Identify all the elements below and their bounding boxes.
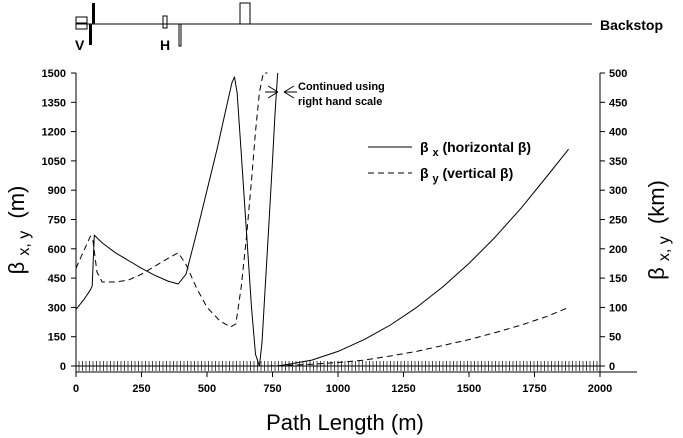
y-right-tick-label: 50: [609, 332, 621, 344]
legend-entry-horizontal: β x (horizontal β): [420, 139, 531, 159]
beamline-label-backstop: Backstop: [600, 17, 663, 33]
y-left-tick-label: 600: [48, 244, 66, 256]
annotation-line-2: right hand scale: [298, 96, 382, 108]
y-left-tick-label: 0: [60, 361, 66, 373]
legend-text-horizontal: (horizontal β): [442, 139, 531, 155]
x-tick-label: 1500: [457, 383, 481, 395]
y-right-tick-label: 350: [609, 156, 627, 168]
x-tick-label: 1750: [522, 383, 546, 395]
legend-symbol-horizontal: β: [420, 139, 429, 155]
y-axis-right-title-symbol: β: [644, 267, 669, 280]
y-axis-right-ticks: 0 50 100 150 200 250 300 350 400 450 500: [600, 68, 627, 373]
x-tick-label: 250: [132, 383, 150, 395]
series-beta-y-line-segment-0: [75, 72, 268, 328]
horizontal-element-top: [162, 15, 168, 29]
beamline-box-element: [239, 2, 251, 25]
legend: β x (horizontal β) β y (vertical β): [368, 139, 531, 185]
y-axis-left-title-symbol: β: [4, 262, 29, 275]
x-tick-label: 2000: [588, 383, 612, 395]
element-tick-row: [78, 361, 598, 371]
series-beta-y-line-segment-1: [267, 306, 569, 367]
x-tick-label: 750: [263, 383, 281, 395]
arrow-icon: [265, 85, 297, 99]
y-right-tick-label: 450: [609, 97, 627, 109]
y-right-tick-label: 100: [609, 302, 627, 314]
x-tick-label: 1250: [391, 383, 415, 395]
y-axis-right-title-subscript: x, y: [656, 236, 673, 261]
y-right-tick-label: 250: [609, 215, 627, 227]
vertical-collimator-top: [92, 3, 95, 24]
series-beta-x-line-segment-0: [75, 76, 260, 367]
y-axis-right-title: β x, y (km): [644, 180, 674, 280]
y-axis-left-title: β x, y (m): [4, 186, 34, 275]
legend-symbol-vertical: β: [420, 165, 429, 181]
legend-sub-vertical: y: [432, 173, 439, 185]
y-right-tick-label: 500: [609, 68, 627, 80]
y-left-tick-label: 300: [48, 302, 66, 314]
y-left-tick-label: 750: [48, 215, 66, 227]
y-axis-right-title-units: (km): [644, 180, 669, 224]
y-right-tick-label: 300: [609, 185, 627, 197]
y-left-tick-label: 1050: [42, 156, 66, 168]
beamline-label-v: V: [75, 37, 85, 53]
y-left-tick-label: 1200: [42, 127, 66, 139]
x-tick-label: 500: [198, 383, 216, 395]
series-beta-x-line-segment-2: [277, 148, 569, 367]
x-tick-label: 1000: [326, 383, 350, 395]
horizontal-element-bottom: [178, 23, 182, 47]
y-left-tick-label: 1500: [42, 68, 66, 80]
x-tick-label: 0: [73, 383, 79, 395]
y-axis-left-ticks: 0 150 300 450 600 750 900 1050 1200 1350 1500: [42, 68, 76, 373]
axes-frame: [75, 73, 637, 373]
y-left-tick-label: 150: [48, 332, 66, 344]
annotation: Continued using right hand scale: [265, 81, 385, 108]
series-layer: [75, 72, 569, 367]
x-axis-ticks: 0 250 500 750 1000 1250 1500 1750 2000: [73, 372, 612, 395]
vertical-collimator-bottom: [89, 24, 92, 45]
legend-sub-horizontal: x: [432, 147, 439, 159]
y-axis-left-title-units: (m): [4, 186, 29, 219]
legend-entry-vertical: β y (vertical β): [420, 165, 513, 185]
legend-text-vertical: (vertical β): [442, 165, 513, 181]
y-right-tick-label: 200: [609, 244, 627, 256]
beamline-schematic: V H Backstop: [75, 2, 663, 53]
beamline-label-h: H: [160, 37, 170, 53]
x-axis-title: Path Length (m): [266, 410, 424, 435]
y-axis-left-title-subscript: x, y: [16, 231, 33, 256]
y-left-tick-label: 900: [48, 185, 66, 197]
y-right-tick-label: 150: [609, 273, 627, 285]
y-right-tick-label: 400: [609, 127, 627, 139]
annotation-line-1: Continued using: [298, 81, 385, 93]
series-beta-x-line-segment-1: [258, 72, 279, 367]
y-left-tick-label: 1350: [42, 97, 66, 109]
y-right-tick-label: 0: [609, 361, 615, 373]
y-left-tick-label: 450: [48, 273, 66, 285]
